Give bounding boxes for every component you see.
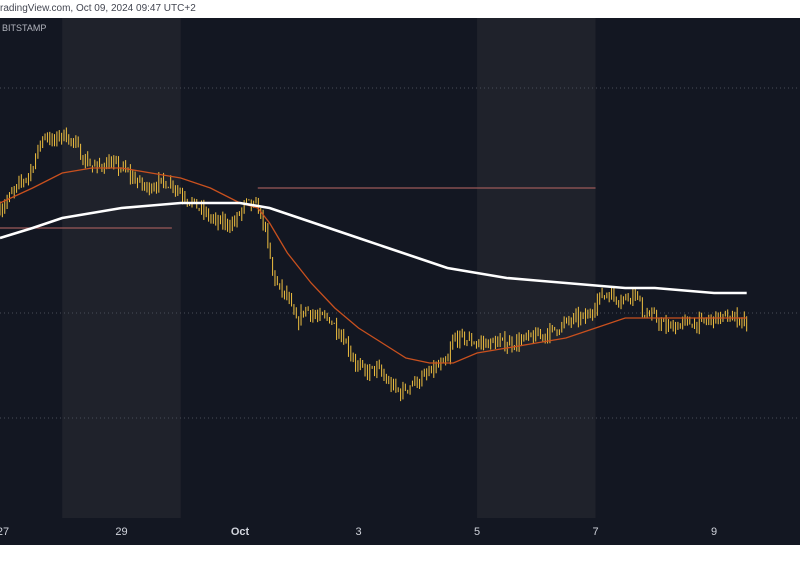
price-chart[interactable]: BITSTAMP 27 29 Oct 3 5 7 9 — [0, 18, 800, 545]
x-tick-5: 7 — [592, 526, 598, 538]
x-tick-2: Oct — [231, 526, 250, 538]
x-tick-0: 27 — [0, 526, 9, 538]
chart-header: radingView.com, Oct 09, 2024 09:47 UTC+2 — [0, 0, 800, 18]
dotted-price-levels — [0, 87, 800, 419]
watermark-text: radingView.com, Oct 09, 2024 09:47 UTC+2 — [0, 3, 196, 14]
x-tick-3: 3 — [355, 526, 361, 538]
ma-slow-line — [0, 201, 747, 295]
chart-footer — [0, 545, 800, 566]
x-tick-4: 5 — [474, 526, 480, 538]
session-band-0 — [62, 18, 181, 518]
candles — [0, 127, 748, 402]
exchange-label: BITSTAMP — [2, 23, 46, 33]
x-axis: 27 29 Oct 3 5 7 9 — [0, 526, 717, 538]
x-tick-1: 29 — [115, 526, 127, 538]
session-bands — [62, 18, 596, 518]
ma-fast-line — [0, 167, 747, 364]
session-band-1 — [477, 18, 596, 518]
x-tick-6: 9 — [711, 526, 717, 538]
